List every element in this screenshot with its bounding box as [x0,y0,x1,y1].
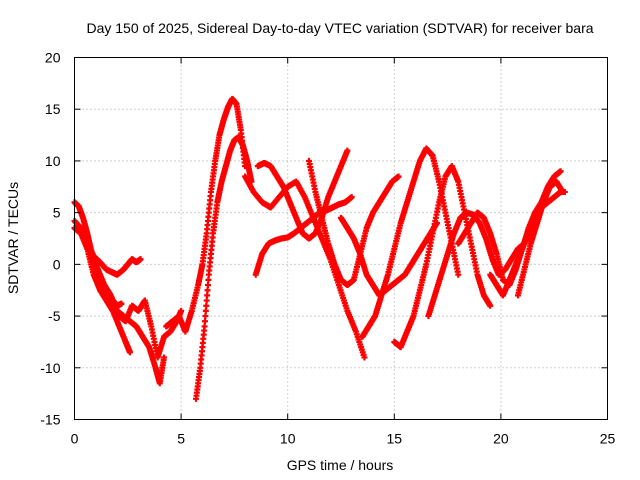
y-tick-label: 20 [45,50,61,66]
series-arc-2 [71,217,144,278]
series-arc-6 [163,95,249,335]
y-axis-label: SDTVAR / TECUs [5,182,21,294]
series-arc-17 [487,188,568,299]
series-arc-18 [514,178,566,299]
y-tick-label: -15 [40,412,60,428]
x-tick-label: 5 [177,431,185,447]
series-markers [338,214,440,299]
series-markers [254,147,351,242]
series-arc-13 [359,145,462,340]
y-tick-label: 15 [45,101,61,117]
series-markers [359,145,462,340]
chart-title: Day 150 of 2025, Sidereal Day-to-day VTE… [86,20,593,36]
series-markers [514,178,566,299]
series-markers [193,134,255,402]
series-arc-14 [391,163,494,351]
y-tick-label: 0 [53,256,61,272]
x-tick-label: 25 [600,431,616,447]
x-axis-label: GPS time / hours [287,457,394,473]
x-tick-label: 20 [493,431,509,447]
series-markers [487,188,568,299]
y-tick-label: -10 [40,360,60,376]
series-markers [103,292,185,361]
y-tick-label: -5 [48,308,61,324]
plot-frame [74,57,608,420]
series-arc-3 [71,225,133,356]
axes [74,57,608,420]
series-markers [391,163,494,351]
x-tick-label: 15 [387,431,403,447]
ticks: 0 5 10 15 20 25 -15 -10 -5 0 5 10 15 20 [40,50,615,447]
y-tick-label: 10 [45,153,61,169]
series-arc-9 [254,147,351,242]
x-tick-label: 0 [71,431,79,447]
series-arc-5 [103,292,185,361]
x-tick-label: 10 [280,431,296,447]
series-arc-7 [193,134,255,402]
series-arc-12 [338,214,440,299]
data-series-layer [71,95,568,402]
y-tick-label: 5 [53,205,61,221]
series-markers [163,95,249,335]
series-markers [71,225,133,356]
series-markers [71,217,144,278]
